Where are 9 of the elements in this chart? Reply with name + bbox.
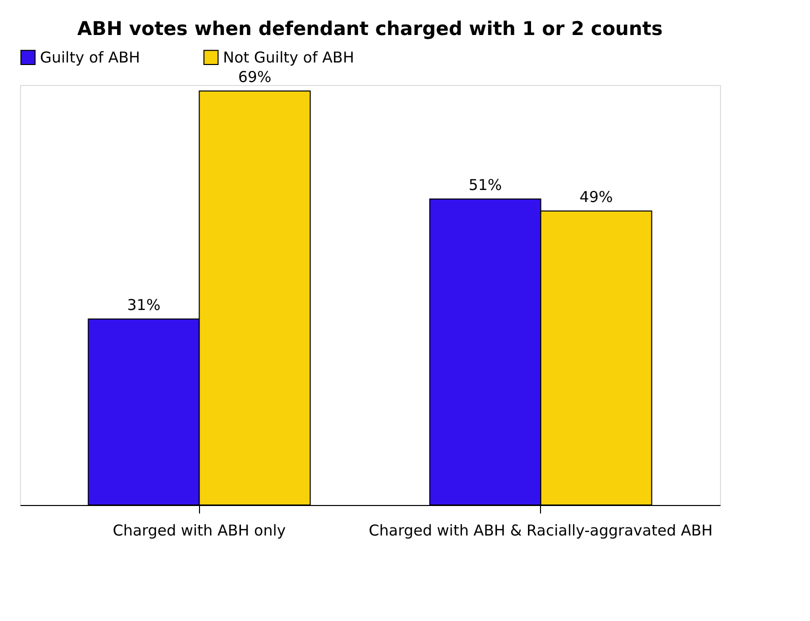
x-tick-label: Charged with ABH & Racially-aggravated ABH: [368, 522, 713, 540]
x-tick-label: Charged with ABH only: [112, 522, 286, 540]
legend-label: Guilty of ABH: [40, 48, 140, 66]
data-label: 49%: [580, 188, 613, 206]
chart-title: ABH votes when defendant charged with 1 or 2 counts: [77, 18, 663, 40]
legend-label: Not Guilty of ABH: [223, 48, 354, 66]
data-label: 51%: [468, 176, 502, 194]
data-label: 69%: [238, 68, 272, 86]
data-label: 31%: [127, 296, 160, 314]
